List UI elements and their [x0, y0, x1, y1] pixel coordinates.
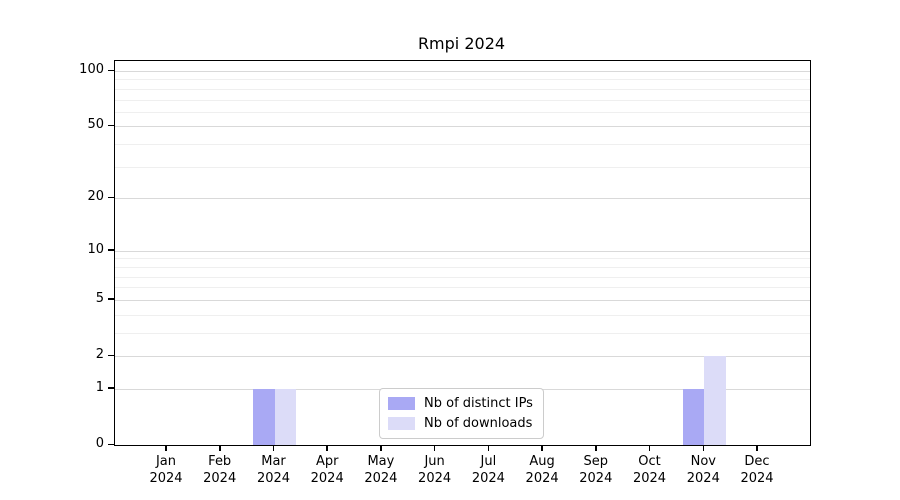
- minor-gridline: [115, 314, 810, 316]
- y-axis-tick: [108, 124, 114, 127]
- bar-downloads-mar: [274, 388, 296, 445]
- minor-gridline: [115, 79, 810, 81]
- x-axis-label: Dec 2024: [740, 454, 774, 486]
- x-axis-label: Oct 2024: [632, 454, 667, 486]
- bar-distinct-ips-nov: [682, 388, 705, 445]
- legend-item-downloads: Nb of downloads: [388, 416, 533, 431]
- major-gridline: [115, 126, 810, 128]
- x-axis-label: Jul 2024: [471, 454, 505, 486]
- legend-swatch-downloads: [388, 417, 415, 430]
- major-gridline: [115, 356, 810, 357]
- plot-area: Nb of distinct IPs Nb of downloads: [114, 60, 811, 446]
- x-axis-label: Feb 2024: [203, 454, 237, 486]
- x-axis-tick: [326, 445, 328, 451]
- x-axis-label: Sep 2024: [579, 454, 613, 486]
- x-axis-tick: [433, 445, 436, 451]
- y-axis-tick: [108, 69, 114, 71]
- x-axis-tick: [541, 445, 543, 451]
- minor-gridline: [115, 144, 810, 146]
- minor-gridline: [115, 99, 810, 101]
- minor-gridline: [115, 258, 810, 260]
- major-gridline: [115, 198, 810, 200]
- x-axis-tick: [756, 445, 758, 451]
- minor-gridline: [115, 166, 810, 168]
- legend-label-downloads: Nb of downloads: [424, 416, 533, 431]
- y-axis-tick: [108, 196, 114, 199]
- x-axis-label: May 2024: [364, 454, 398, 486]
- legend-label-distinct-ips: Nb of distinct IPs: [424, 396, 533, 411]
- bar-downloads-nov: [704, 356, 726, 445]
- chart-title: Rmpi 2024: [417, 34, 506, 53]
- minor-gridline: [115, 88, 810, 90]
- legend-item-distinct-ips: Nb of distinct IPs: [388, 396, 533, 411]
- x-axis-tick: [487, 445, 490, 451]
- y-axis-tick: [108, 387, 114, 389]
- x-axis-tick: [272, 445, 275, 451]
- x-axis-tick: [648, 445, 651, 451]
- y-axis-tick: [108, 298, 114, 300]
- y-axis-label: 1: [95, 379, 104, 395]
- x-axis-label: Jun 2024: [418, 454, 452, 486]
- y-axis-label: 5: [95, 290, 104, 306]
- y-axis-label: 100: [79, 62, 104, 77]
- minor-gridline: [115, 266, 810, 268]
- minor-gridline: [115, 332, 810, 334]
- x-axis-tick: [702, 445, 704, 451]
- x-axis-label: Aug 2024: [525, 454, 559, 486]
- y-axis-tick: [108, 443, 114, 445]
- y-axis-tick: [108, 249, 114, 251]
- legend: Nb of distinct IPs Nb of downloads: [379, 388, 544, 439]
- major-gridline: [115, 71, 810, 72]
- y-axis-label: 0: [95, 436, 104, 451]
- x-axis-label: Nov 2024: [686, 454, 720, 486]
- y-axis-label: 2: [95, 347, 104, 362]
- x-axis-label: Jan 2024: [149, 454, 183, 486]
- y-axis-label: 10: [87, 241, 104, 257]
- y-axis-label: 20: [87, 189, 104, 205]
- x-axis-tick: [219, 445, 221, 451]
- bar-distinct-ips-mar: [253, 388, 275, 445]
- x-axis-tick: [165, 445, 167, 451]
- x-axis-label: Apr 2024: [310, 454, 344, 486]
- minor-gridline: [115, 287, 810, 289]
- minor-gridline: [115, 111, 810, 113]
- x-axis-tick: [380, 445, 382, 451]
- major-gridline: [115, 299, 810, 301]
- y-axis-label: 50: [87, 117, 104, 133]
- x-axis-label: Mar 2024: [256, 454, 291, 486]
- x-axis-tick: [595, 445, 597, 451]
- minor-gridline: [115, 276, 810, 278]
- major-gridline: [115, 250, 810, 252]
- legend-swatch-distinct-ips: [388, 397, 415, 410]
- y-axis-tick: [108, 354, 114, 356]
